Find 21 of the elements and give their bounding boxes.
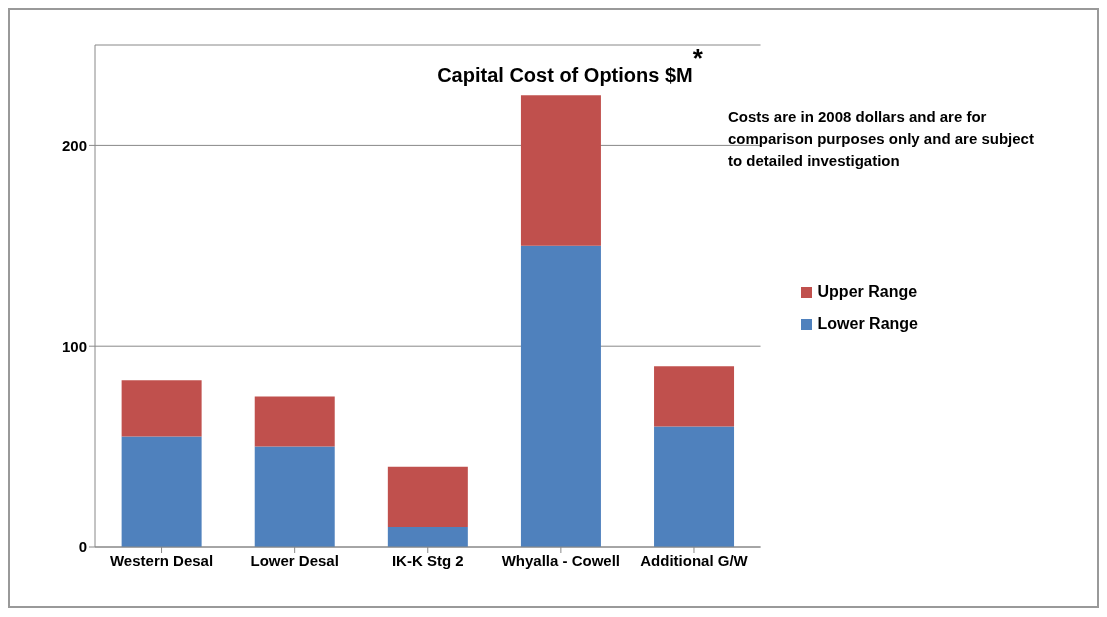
bar <box>654 426 735 547</box>
y-tick-label: 100 <box>61 337 87 355</box>
bar <box>387 526 468 547</box>
annotation: Costs are in 2008 dollars and are for comparison purposes only and are subject to detailed investigation <box>728 108 1034 169</box>
legend-label: Upper Range <box>816 283 918 301</box>
bar <box>121 436 202 547</box>
bar <box>520 95 601 246</box>
bar <box>654 366 735 427</box>
bar <box>387 466 468 527</box>
x-tick-label: Additional G/W <box>640 551 749 569</box>
x-tick-label: Whyalla - Cowell <box>501 551 621 569</box>
bar <box>520 245 601 547</box>
x-tick-label: Western Desal <box>110 551 214 569</box>
x-tick-label: Lower Desal <box>250 551 339 569</box>
bar <box>254 396 335 447</box>
y-tick-label: 0 <box>78 538 87 556</box>
bar <box>254 446 335 547</box>
y-tick-label: 200 <box>61 136 87 154</box>
legend-label: Lower Range <box>816 315 918 333</box>
bar <box>121 380 202 437</box>
x-tick-label: IK-K Stg 2 <box>391 551 464 569</box>
